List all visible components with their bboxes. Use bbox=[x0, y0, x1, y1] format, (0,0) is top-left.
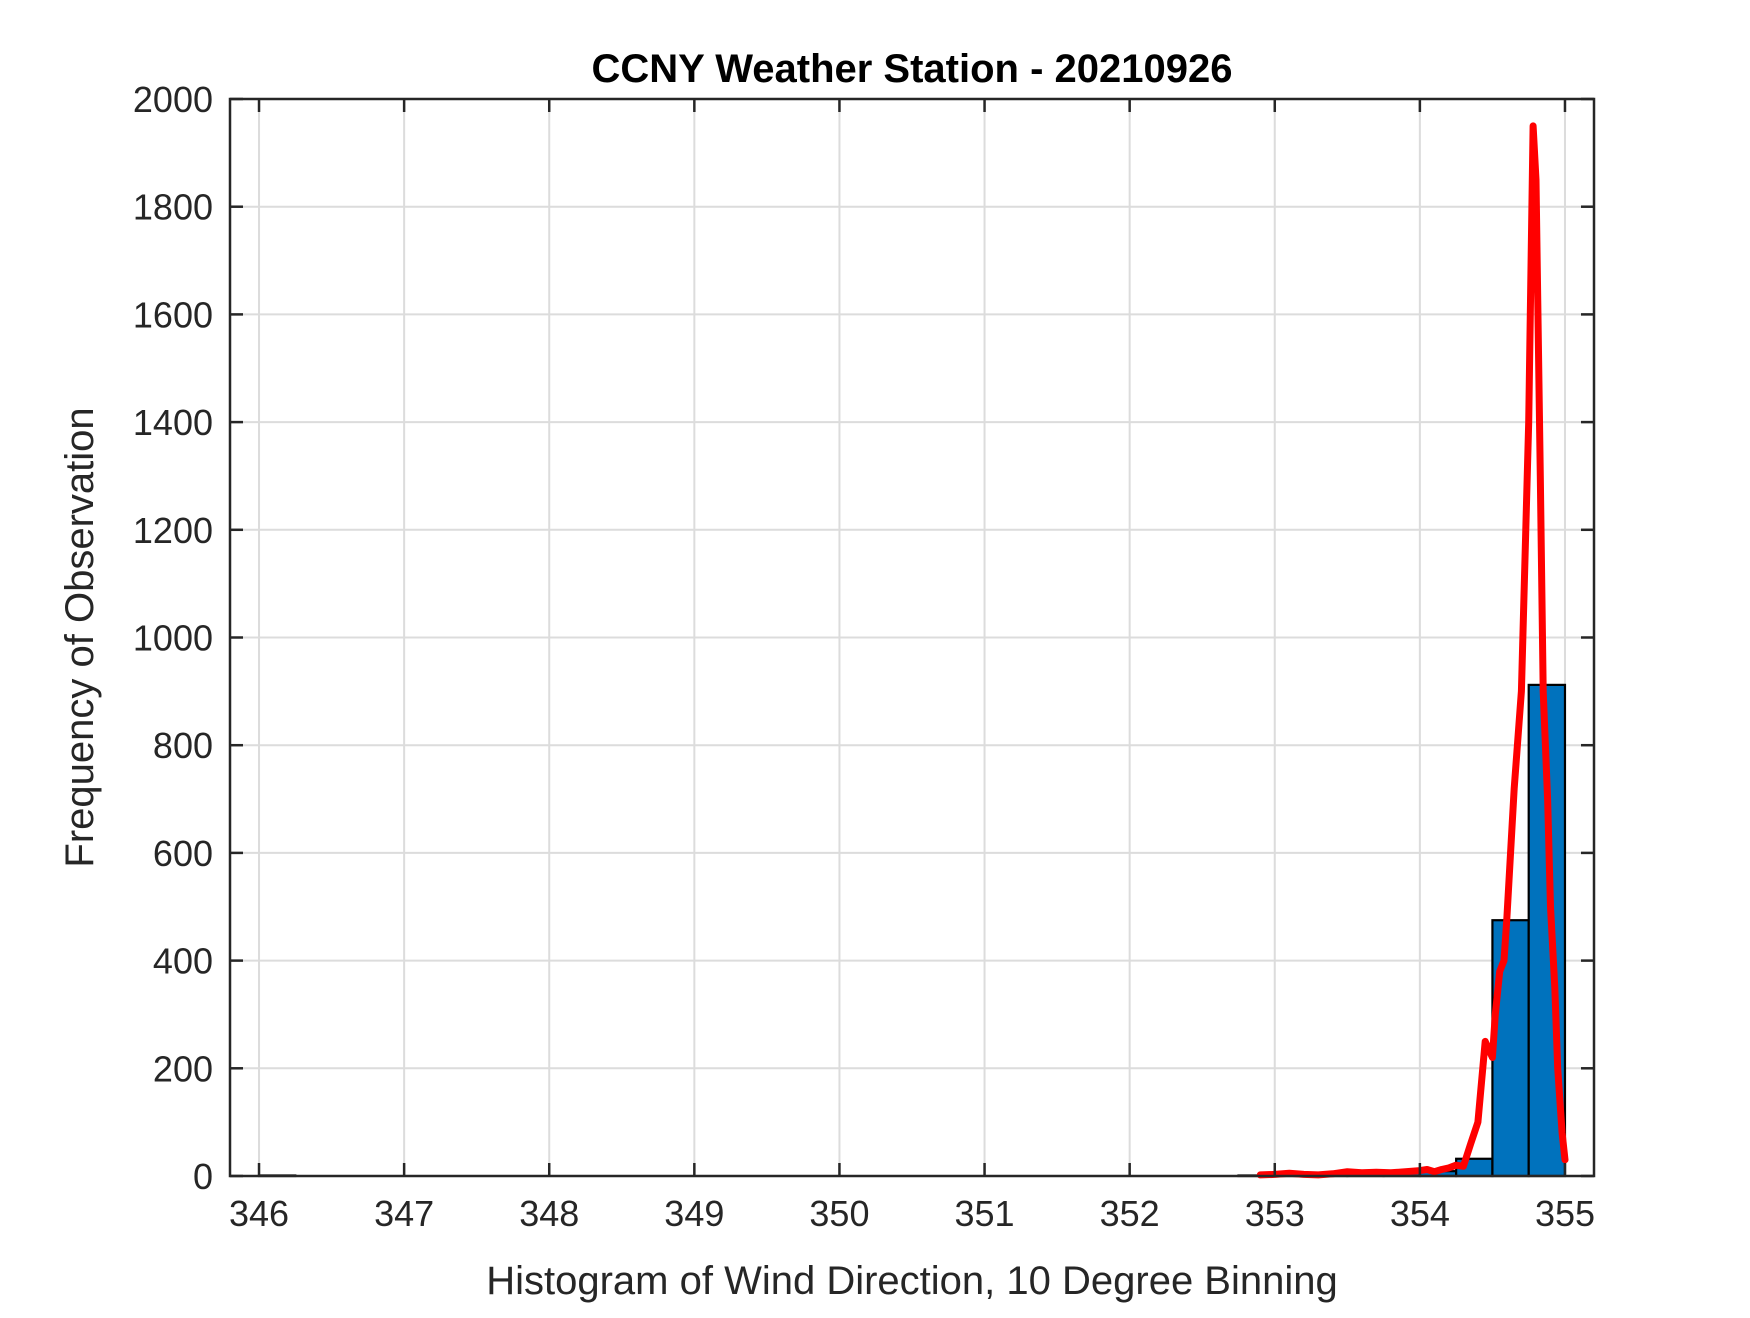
histogram-bar bbox=[1491, 919, 1530, 1178]
chart-title: CCNY Weather Station - 20210926 bbox=[592, 47, 1233, 91]
density-lines bbox=[1256, 122, 1569, 1179]
x-tick-label: 353 bbox=[1245, 1193, 1305, 1234]
y-axis-label: Frequency of Observation bbox=[58, 407, 102, 867]
density-line bbox=[1256, 122, 1569, 1179]
x-tick-label: 355 bbox=[1535, 1193, 1595, 1234]
x-tick-label: 352 bbox=[1100, 1193, 1160, 1234]
x-tick-label: 346 bbox=[229, 1193, 289, 1234]
y-tick-label: 200 bbox=[153, 1048, 213, 1089]
x-tick-label: 354 bbox=[1390, 1193, 1450, 1234]
y-tick-label: 1200 bbox=[133, 510, 213, 551]
y-tick-label: 1600 bbox=[133, 294, 213, 335]
x-tick-label: 348 bbox=[519, 1193, 579, 1234]
x-tick-label: 350 bbox=[809, 1193, 869, 1234]
y-tick-label: 2000 bbox=[133, 79, 213, 120]
y-tick-label: 400 bbox=[153, 941, 213, 982]
y-tick-label: 1000 bbox=[133, 618, 213, 659]
y-tick-label: 800 bbox=[153, 725, 213, 766]
ticks: 346 347 348 349 350 351 352 353 354 355 0 200 400 600… bbox=[133, 79, 1595, 1234]
y-tick-label: 0 bbox=[193, 1156, 213, 1197]
x-tick-label: 351 bbox=[955, 1193, 1015, 1234]
y-tick-label: 1400 bbox=[133, 402, 213, 443]
y-tick-label: 1800 bbox=[133, 187, 213, 228]
y-tick-label: 600 bbox=[153, 833, 213, 874]
grid bbox=[230, 98, 1594, 1177]
x-axis-label: Histogram of Wind Direction, 10 Degree B… bbox=[486, 1259, 1338, 1303]
x-tick-label: 347 bbox=[374, 1193, 434, 1234]
x-tick-label: 349 bbox=[664, 1193, 724, 1234]
